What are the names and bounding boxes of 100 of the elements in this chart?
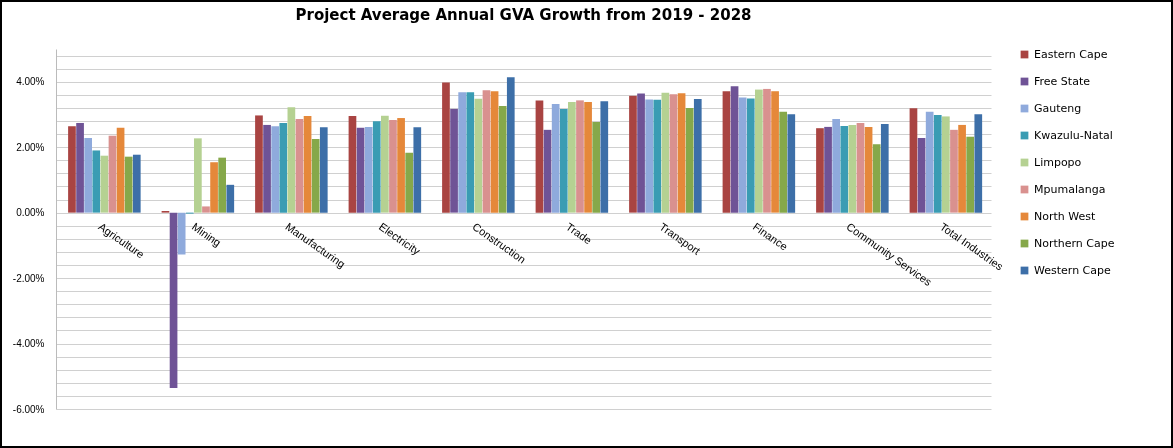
bar xyxy=(629,95,637,213)
bar xyxy=(271,126,280,213)
bar xyxy=(108,135,117,213)
bar xyxy=(917,138,926,213)
bar xyxy=(816,128,824,213)
legend-label: Free State xyxy=(1034,74,1091,88)
bar xyxy=(568,102,576,213)
bar xyxy=(787,114,796,213)
bar xyxy=(389,120,397,213)
bar xyxy=(864,126,873,213)
chart-title: Project Average Annual GVA Growth from 2019 - 2028 xyxy=(295,6,752,24)
bar xyxy=(677,93,686,213)
bar xyxy=(576,100,584,213)
bar xyxy=(693,99,702,213)
bar xyxy=(364,126,373,213)
bar xyxy=(661,92,670,213)
bar xyxy=(381,115,389,213)
bar xyxy=(551,103,560,213)
bar xyxy=(974,114,983,213)
bar xyxy=(722,91,731,213)
bar xyxy=(559,108,568,213)
bar xyxy=(319,127,328,213)
y-tick-label: -6.00% xyxy=(12,403,45,415)
legend-label: Limpopo xyxy=(1034,155,1082,169)
bar xyxy=(177,212,186,255)
bar xyxy=(466,92,475,213)
bar xyxy=(413,127,422,213)
legend-label: Western Cape xyxy=(1034,263,1112,277)
legend-label: Gauteng xyxy=(1034,101,1082,115)
bar xyxy=(685,107,694,213)
bar xyxy=(84,138,93,213)
bar xyxy=(738,97,747,213)
bar xyxy=(584,102,592,213)
bar xyxy=(942,116,950,213)
bar xyxy=(779,111,788,213)
y-tick-label: -2.00% xyxy=(12,272,45,284)
bar xyxy=(543,129,552,213)
bar xyxy=(645,99,654,213)
bar xyxy=(848,124,857,213)
bar xyxy=(295,119,304,213)
y-tick-label: -4.00% xyxy=(12,338,45,350)
bar xyxy=(730,86,739,213)
bar xyxy=(498,105,507,213)
bar xyxy=(880,123,889,213)
bar xyxy=(287,107,296,213)
bar xyxy=(592,121,601,213)
bar xyxy=(348,116,357,213)
bar xyxy=(210,162,218,213)
bar xyxy=(100,155,109,213)
bar xyxy=(458,92,467,213)
bar xyxy=(169,212,178,389)
bar xyxy=(925,111,934,213)
bar xyxy=(311,139,320,213)
bar xyxy=(763,88,771,213)
bar xyxy=(218,157,227,213)
bar xyxy=(405,152,414,213)
bar xyxy=(966,136,975,213)
bar xyxy=(279,122,288,213)
bar xyxy=(263,124,271,213)
bar xyxy=(474,98,483,213)
bar xyxy=(116,127,125,213)
bar xyxy=(356,127,365,213)
bar xyxy=(194,138,202,213)
bar xyxy=(68,126,76,213)
bar xyxy=(832,119,841,213)
bar xyxy=(76,122,84,213)
y-tick-label: 4.00% xyxy=(16,76,45,88)
bar xyxy=(755,89,763,213)
bar xyxy=(653,99,662,213)
y-tick-label: 2.00% xyxy=(16,141,45,153)
legend-label: Northern Cape xyxy=(1034,236,1115,250)
bar xyxy=(909,108,918,213)
bar xyxy=(132,154,141,213)
bar xyxy=(490,91,499,213)
bar xyxy=(372,121,381,213)
legend-label: Mpumalanga xyxy=(1034,182,1106,196)
bar xyxy=(771,91,779,213)
y-tick-label: 0.00% xyxy=(16,207,45,219)
legend-label: Eastern Cape xyxy=(1034,47,1108,61)
bar xyxy=(933,115,942,213)
bar xyxy=(202,206,210,213)
bar xyxy=(856,122,865,213)
bar xyxy=(255,115,263,213)
bar xyxy=(600,101,609,213)
bar xyxy=(92,150,101,213)
bar xyxy=(124,156,133,213)
bar xyxy=(872,144,881,213)
bar xyxy=(535,100,544,213)
bar xyxy=(824,126,832,213)
bar xyxy=(303,116,312,213)
legend-label: Kwazulu-Natal xyxy=(1034,128,1113,142)
bar xyxy=(840,125,849,213)
bar xyxy=(397,118,405,213)
bar xyxy=(669,94,678,213)
bar xyxy=(746,98,755,213)
bar xyxy=(637,93,645,213)
bar xyxy=(450,108,458,213)
bar xyxy=(442,82,450,213)
bar xyxy=(958,124,966,213)
bar xyxy=(506,77,515,213)
